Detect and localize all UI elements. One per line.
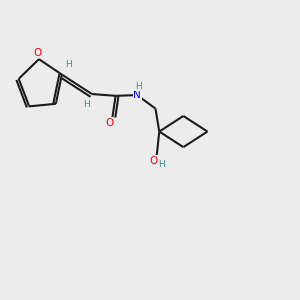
- Text: H: H: [158, 160, 165, 169]
- Text: O: O: [149, 156, 158, 166]
- Text: H: H: [135, 82, 141, 91]
- Text: O: O: [33, 48, 41, 58]
- Text: N: N: [133, 90, 141, 100]
- Text: H: H: [65, 60, 72, 69]
- Text: H: H: [83, 100, 90, 109]
- Text: O: O: [105, 118, 113, 128]
